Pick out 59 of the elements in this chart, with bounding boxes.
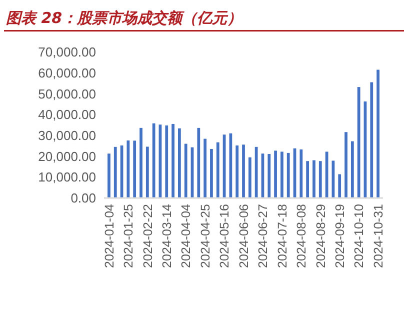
bar	[312, 160, 316, 198]
x-tick-label: 2024-10-31	[371, 204, 386, 268]
x-tick-label: 2024-03-14	[160, 204, 174, 268]
bar	[370, 82, 374, 198]
bar	[126, 140, 130, 198]
bar	[286, 152, 290, 198]
y-tick-label: 70,000.00	[38, 44, 96, 60]
bar	[210, 148, 213, 198]
bar	[268, 154, 271, 198]
bar	[300, 149, 303, 198]
y-tick-label: 50,000.00	[38, 86, 96, 102]
bar	[140, 128, 142, 198]
x-tick-label: 2024-05-16	[218, 204, 232, 268]
bar	[332, 160, 335, 198]
x-tick-label: 2024-09-19	[332, 204, 347, 268]
bar	[242, 144, 245, 198]
bar	[133, 140, 136, 198]
bar	[216, 142, 220, 198]
y-tick-label: 30,000.00	[38, 128, 96, 143]
bar	[306, 161, 310, 198]
x-tick-label: 2024-01-25	[122, 204, 136, 268]
y-tick-label: 60,000.00	[38, 65, 96, 80]
bar	[178, 128, 181, 198]
bar	[108, 154, 110, 198]
bar	[197, 128, 200, 198]
bar	[165, 125, 168, 198]
x-tick-label: 2024-07-18	[275, 204, 290, 268]
chart-title: 图表 28：股票市场成交额（亿元）	[6, 9, 242, 27]
bar	[152, 123, 156, 198]
bar	[146, 146, 149, 198]
bar	[172, 124, 174, 198]
x-tick-label: 2024-10-10	[352, 204, 366, 268]
y-tick-label: 40,000.00	[38, 107, 96, 122]
bar	[236, 145, 239, 198]
x-tick-label: 2024-04-04	[179, 204, 194, 268]
bar	[184, 144, 188, 198]
x-tick-label: 2024-04-25	[198, 204, 212, 268]
bar	[254, 146, 258, 198]
bar	[204, 138, 207, 198]
bar	[376, 70, 380, 198]
y-tick-label: 20,000.00	[38, 148, 96, 164]
bar	[318, 161, 322, 198]
bar	[248, 157, 252, 198]
x-tick-label: 2024-08-29	[314, 204, 328, 268]
bar	[114, 146, 117, 198]
bar	[344, 132, 348, 198]
bar	[350, 141, 354, 198]
x-tick-label: 2024-06-06	[236, 204, 251, 268]
x-tick-label: 2024-08-08	[294, 204, 309, 268]
bar	[338, 174, 342, 198]
bar	[280, 152, 284, 198]
x-tick-label: 2024-06-27	[256, 204, 270, 268]
x-tick-label: 2024-01-04	[102, 204, 116, 268]
bar	[357, 87, 360, 198]
bar	[274, 150, 277, 198]
y-tick-label: 10,000.00	[38, 170, 96, 185]
bar	[229, 133, 232, 198]
x-tick-label: 2024-02-22	[140, 204, 155, 268]
y-tick-label: 0.00	[70, 190, 96, 206]
